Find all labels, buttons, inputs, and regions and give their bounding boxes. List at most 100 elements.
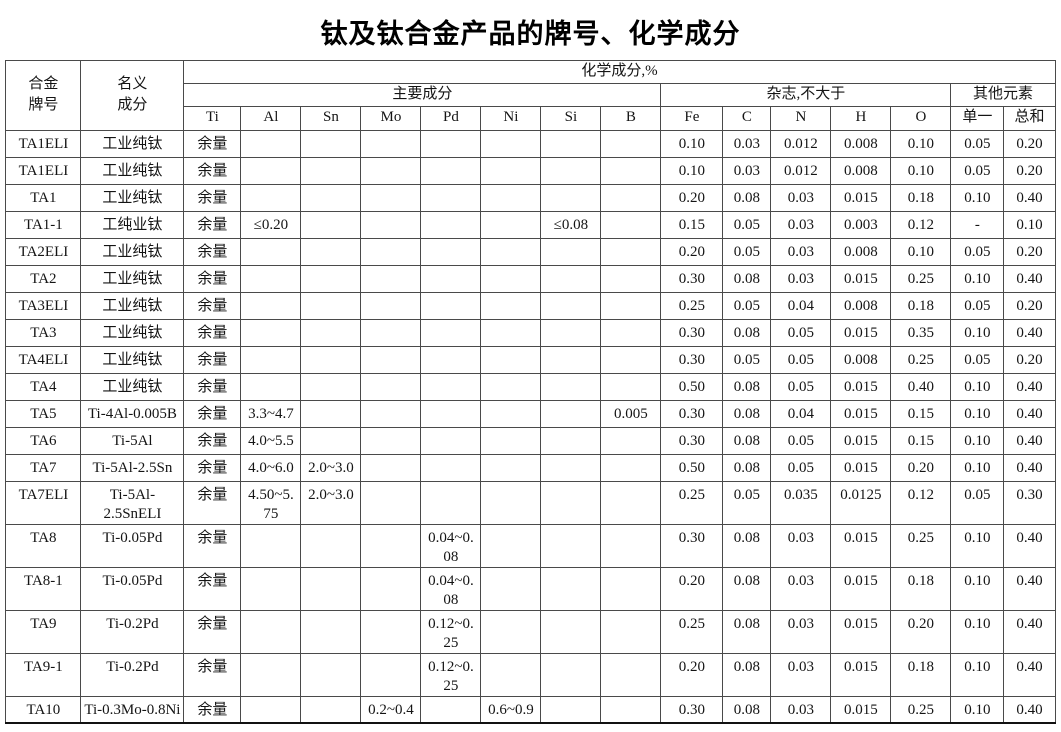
grade-cell: TA4 <box>5 372 82 401</box>
value-cell-Sn <box>300 399 362 428</box>
value-cell-单一: 0.05 <box>950 156 1005 185</box>
value-cell-Fe: 0.30 <box>660 426 724 455</box>
value-cell-N: 0.04 <box>770 291 832 320</box>
nominal-composition-cell: Ti-0.2Pd <box>80 652 185 697</box>
value-cell-Pd: 0.12~0. 25 <box>420 609 482 654</box>
col-header-Sn: Sn <box>300 105 362 131</box>
value-cell-Al <box>240 291 302 320</box>
value-cell-Sn <box>300 652 362 697</box>
value-cell-单一: 0.10 <box>950 183 1005 212</box>
value-cell-B <box>600 566 662 611</box>
value-cell-Mo: 0.2~0.4 <box>360 695 422 724</box>
value-cell-Mo <box>360 399 422 428</box>
grade-cell: TA9-1 <box>5 652 82 697</box>
value-cell-Sn: 2.0~3.0 <box>300 453 362 482</box>
value-cell-Mo <box>360 566 422 611</box>
value-cell-Ti: 余量 <box>183 237 242 266</box>
value-cell-总和: 0.40 <box>1003 695 1056 724</box>
value-cell-O: 0.40 <box>890 372 952 401</box>
table-row: TA9 Ti-0.2Pd 余量 0.12~0. 25 0.25 0.08 0.03 0.015… <box>5 609 1056 654</box>
value-cell-B <box>600 372 662 401</box>
value-cell-总和: 0.20 <box>1003 345 1056 374</box>
value-cell-B <box>600 652 662 697</box>
value-cell-Si <box>540 566 602 611</box>
col-header-H: H <box>830 105 892 131</box>
value-cell-Pd <box>420 372 482 401</box>
value-cell-Al <box>240 345 302 374</box>
value-cell-Ni <box>480 237 542 266</box>
value-cell-Ti: 余量 <box>183 318 242 347</box>
value-cell-Mo <box>360 129 422 158</box>
value-cell-Sn <box>300 372 362 401</box>
value-cell-Ti: 余量 <box>183 566 242 611</box>
value-cell-Fe: 0.25 <box>660 609 724 654</box>
value-cell-Si <box>540 237 602 266</box>
value-cell-总和: 0.40 <box>1003 426 1056 455</box>
value-cell-Ti: 余量 <box>183 399 242 428</box>
value-cell-C: 0.05 <box>722 345 772 374</box>
value-cell-Pd <box>420 237 482 266</box>
col-header-Al: Al <box>240 105 302 131</box>
value-cell-Al: ≤0.20 <box>240 210 302 239</box>
value-cell-Ti: 余量 <box>183 129 242 158</box>
value-cell-Fe: 0.20 <box>660 652 724 697</box>
value-cell-Al <box>240 523 302 568</box>
value-cell-H: 0.008 <box>830 291 892 320</box>
value-cell-Mo <box>360 183 422 212</box>
value-cell-单一: 0.10 <box>950 399 1005 428</box>
value-cell-Al <box>240 652 302 697</box>
grade-cell: TA1ELI <box>5 156 82 185</box>
value-cell-总和: 0.20 <box>1003 291 1056 320</box>
value-cell-N: 0.03 <box>770 652 832 697</box>
value-cell-H: 0.015 <box>830 695 892 724</box>
value-cell-H: 0.003 <box>830 210 892 239</box>
value-cell-O: 0.20 <box>890 609 952 654</box>
value-cell-单一: 0.05 <box>950 129 1005 158</box>
nominal-composition-cell: 工业纯钛 <box>80 156 185 185</box>
value-cell-Fe: 0.25 <box>660 291 724 320</box>
value-cell-H: 0.015 <box>830 453 892 482</box>
value-cell-Mo <box>360 453 422 482</box>
value-cell-Al <box>240 129 302 158</box>
value-cell-Sn <box>300 318 362 347</box>
value-cell-Pd <box>420 291 482 320</box>
value-cell-Fe: 0.30 <box>660 695 724 724</box>
table-row: TA1 工业纯钛 余量 0.20 0.08 0.03 0.015 0.18 0.10 0.40 <box>5 183 1056 212</box>
value-cell-总和: 0.40 <box>1003 609 1056 654</box>
table-row: TA4ELI 工业纯钛 余量 0.30 0.05 0.05 0.008 0.25 0.05 0.2… <box>5 345 1056 374</box>
value-cell-Mo <box>360 210 422 239</box>
value-cell-Ti: 余量 <box>183 652 242 697</box>
value-cell-N: 0.012 <box>770 129 832 158</box>
value-cell-O: 0.18 <box>890 566 952 611</box>
value-cell-Mo <box>360 609 422 654</box>
grade-cell: TA1-1 <box>5 210 82 239</box>
table-row: TA2 工业纯钛 余量 0.30 0.08 0.03 0.015 0.25 0.10 0.40 <box>5 264 1056 293</box>
col-header-B: B <box>600 105 662 131</box>
value-cell-C: 0.05 <box>722 291 772 320</box>
value-cell-B <box>600 156 662 185</box>
grade-cell: TA3ELI <box>5 291 82 320</box>
col-header-nominal-composition: 名义 成分 <box>80 60 185 131</box>
value-cell-B <box>600 237 662 266</box>
value-cell-Al <box>240 264 302 293</box>
value-cell-C: 0.08 <box>722 183 772 212</box>
value-cell-N: 0.05 <box>770 453 832 482</box>
nominal-composition-cell: 工业纯钛 <box>80 291 185 320</box>
nominal-composition-cell: Ti-0.05Pd <box>80 523 185 568</box>
value-cell-Ni <box>480 652 542 697</box>
value-cell-Fe: 0.25 <box>660 480 724 525</box>
value-cell-O: 0.10 <box>890 156 952 185</box>
value-cell-N: 0.035 <box>770 480 832 525</box>
nominal-composition-cell: Ti-5Al <box>80 426 185 455</box>
value-cell-O: 0.25 <box>890 345 952 374</box>
value-cell-Sn <box>300 523 362 568</box>
value-cell-B <box>600 210 662 239</box>
col-header-Ni: Ni <box>480 105 542 131</box>
value-cell-Si <box>540 480 602 525</box>
value-cell-Sn <box>300 210 362 239</box>
value-cell-N: 0.03 <box>770 566 832 611</box>
col-header-单一: 单一 <box>950 105 1005 131</box>
value-cell-Si <box>540 291 602 320</box>
value-cell-C: 0.08 <box>722 399 772 428</box>
